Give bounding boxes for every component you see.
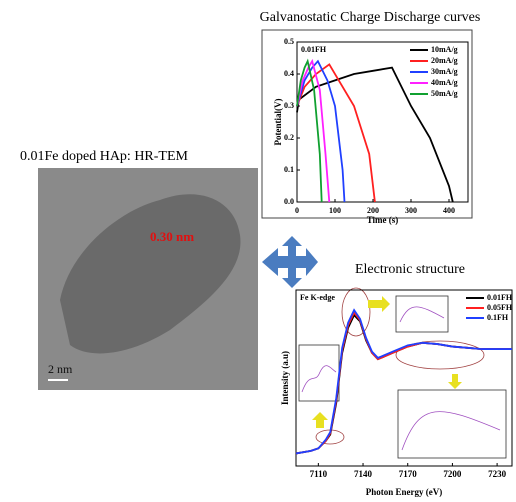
x-tick-label: 400 [443, 206, 455, 215]
legend-label: 0.1FH [487, 313, 509, 322]
particle [60, 194, 241, 354]
x-tick-label: 7110 [310, 469, 328, 479]
series-line [296, 58, 331, 203]
legend-label: 40mA/g [431, 78, 458, 87]
x-tick-label: 7170 [399, 469, 418, 479]
y-tick-label: 0.5 [284, 37, 294, 46]
series-line [296, 59, 346, 203]
annotation: 0.01FH [301, 45, 327, 54]
x-tick-label: 7230 [488, 469, 507, 479]
x-axis-label: Time (s) [367, 215, 399, 225]
lattice-annotation: 0.30 nm [150, 229, 194, 244]
x-tick-label: 200 [367, 206, 379, 215]
series-line [296, 66, 454, 203]
chart-title: Galvanostatic Charge Discharge curves [260, 10, 481, 25]
y-tick-label: 0.3 [284, 101, 294, 110]
legend-label: 0.01FH [487, 293, 513, 302]
annotation: Fe K-edge [300, 293, 335, 302]
legend-label: 50mA/g [431, 89, 458, 98]
scale-bar-label: 2 nm [48, 362, 73, 376]
x-tick-label: 100 [329, 206, 341, 215]
legend-label: 0.05FH [487, 303, 513, 312]
x-tick-label: 7140 [354, 469, 373, 479]
y-tick-label: 0.0 [284, 197, 294, 206]
plot-area [295, 289, 513, 467]
series-line [295, 308, 512, 455]
chart-title: Electronic structure [355, 262, 465, 277]
x-tick-label: 300 [405, 206, 417, 215]
chart-frame [261, 29, 473, 219]
series-line [296, 63, 376, 203]
x-axis-label: Photon Energy (eV) [366, 487, 443, 497]
y-tick-label: 0.2 [284, 133, 294, 142]
y-tick-label: 0.4 [284, 69, 294, 78]
legend-label: 10mA/g [431, 45, 458, 54]
y-axis-label: Potential(V) [273, 99, 283, 146]
x-tick-label: 7200 [443, 469, 462, 479]
insets [298, 287, 507, 459]
arrow [262, 236, 318, 288]
y-tick-label: 0.1 [284, 165, 294, 174]
legend-label: 20mA/g [431, 56, 458, 65]
image-title: 0.01Fe doped HAp: HR-TEM [20, 149, 189, 164]
plot-area [296, 41, 469, 203]
series-line [296, 58, 323, 203]
y-axis-label: Intensity (a.u) [280, 351, 290, 405]
legend-label: 30mA/g [431, 67, 458, 76]
x-tick-label: 0 [295, 206, 299, 215]
